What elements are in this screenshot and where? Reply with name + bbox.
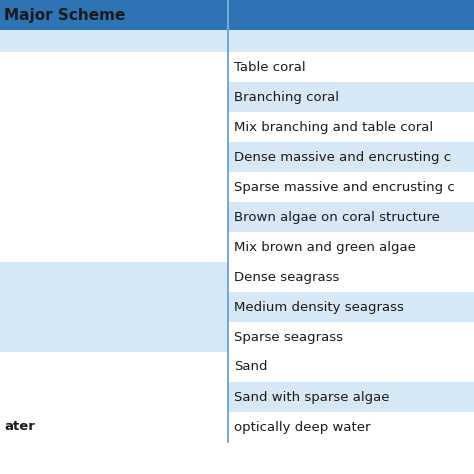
Bar [0,172,228,202]
Bar [228,382,474,412]
Text: Sparse massive and encrusting c: Sparse massive and encrusting c [234,181,455,193]
Bar [0,30,474,52]
Bar [0,202,228,232]
Bar [0,82,228,112]
Bar [0,412,228,442]
Bar [0,262,228,292]
Bar [0,322,228,352]
Text: Sparse seagrass: Sparse seagrass [234,330,343,344]
Bar [0,352,228,382]
Bar [0,382,228,412]
Bar [228,52,474,82]
Text: Sand with sparse algae: Sand with sparse algae [234,391,390,403]
Bar [0,0,228,30]
Bar [228,202,474,232]
Text: Sand: Sand [234,361,267,374]
Bar [0,232,228,262]
Bar [0,52,228,82]
Text: Dense massive and encrusting c: Dense massive and encrusting c [234,151,451,164]
Bar [228,82,474,112]
Bar [0,112,228,142]
Text: Brown algae on coral structure: Brown algae on coral structure [234,210,440,224]
Bar [228,232,474,262]
Text: Major Scheme: Major Scheme [4,8,126,22]
Bar [228,262,474,292]
Bar [228,352,474,382]
Bar [0,142,228,172]
Text: optically deep water: optically deep water [234,420,371,434]
Bar [228,142,474,172]
Text: Branching coral: Branching coral [234,91,339,103]
Bar [228,0,474,30]
Bar [228,412,474,442]
Bar [228,322,474,352]
Bar [228,112,474,142]
Bar [228,292,474,322]
Text: Mix branching and table coral: Mix branching and table coral [234,120,433,134]
Text: Medium density seagrass: Medium density seagrass [234,301,404,313]
Text: Table coral: Table coral [234,61,306,73]
Text: ater: ater [4,420,35,434]
Bar [0,292,228,322]
Text: Dense seagrass: Dense seagrass [234,271,339,283]
Text: Mix brown and green algae: Mix brown and green algae [234,240,416,254]
Bar [228,172,474,202]
